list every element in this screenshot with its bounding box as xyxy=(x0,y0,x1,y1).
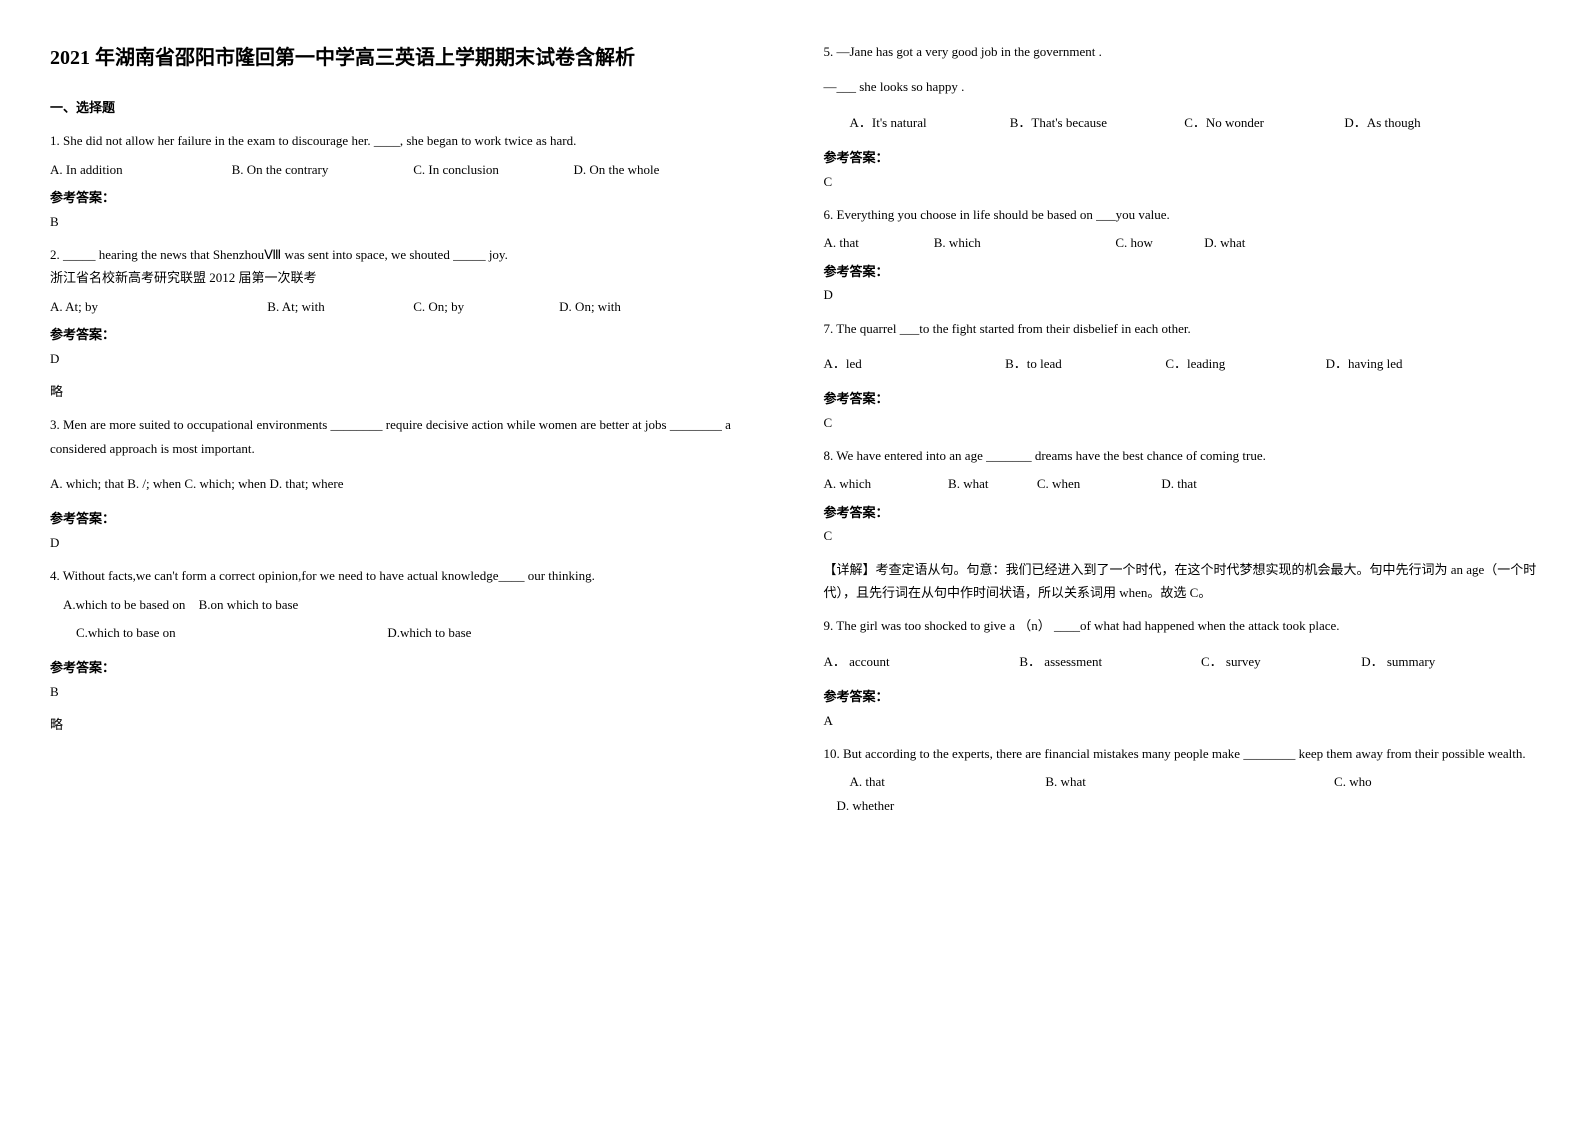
q5-text2: —___ she looks so happy . xyxy=(824,75,1538,98)
q1-optD: D. On the whole xyxy=(573,158,659,181)
q6-answer: D xyxy=(824,283,1538,306)
question-5: 5. —Jane has got a very good job in the … xyxy=(824,40,1538,193)
q7-optD: D．having led xyxy=(1326,352,1403,375)
q10-optA: A. that xyxy=(837,770,1030,793)
q6-optC: C. how xyxy=(1115,231,1201,254)
q9-optC: C． survey xyxy=(1201,650,1358,673)
q7-text: 7. The quarrel ___to the fight started f… xyxy=(824,317,1538,340)
q9-answer: A xyxy=(824,709,1538,732)
q9-optA: A． account xyxy=(824,650,1017,673)
q7-optB: B．to lead xyxy=(1005,352,1162,375)
q5-answer-label: 参考答案： xyxy=(824,146,1538,169)
q8-answer: C xyxy=(824,524,1538,547)
q4-optB: B.on which to base xyxy=(199,597,299,612)
q7-optA: A．led xyxy=(824,352,1002,375)
q2-answer: D xyxy=(50,347,764,370)
q8-text: 8. We have entered into an age _______ d… xyxy=(824,444,1538,467)
q1-optB: B. On the contrary xyxy=(232,158,410,181)
q1-answer-label: 参考答案： xyxy=(50,186,764,209)
q10-optC: C. who xyxy=(1321,770,1478,793)
q9-text: 9. The girl was too shocked to give a （n… xyxy=(824,614,1538,637)
q4-note: 略 xyxy=(50,713,764,736)
q5-optA: A．It's natural xyxy=(837,111,994,134)
q10-options: A. that B. what C. who D. whether xyxy=(824,770,1538,817)
q1-optC: C. In conclusion xyxy=(413,158,570,181)
q9-optB: B． assessment xyxy=(1019,650,1197,673)
q4-optC: C.which to base on xyxy=(63,621,384,644)
q7-optC: C．leading xyxy=(1165,352,1322,375)
q1-text: 1. She did not allow her failure in the … xyxy=(50,129,764,152)
q10-text: 10. But according to the experts, there … xyxy=(824,742,1538,765)
q8-optB: B. what xyxy=(948,472,1034,495)
question-4: 4. Without facts,we can't form a correct… xyxy=(50,564,764,736)
q1-optA: A. In addition xyxy=(50,158,228,181)
q5-optC: C．No wonder xyxy=(1171,111,1328,134)
q2-answer-label: 参考答案： xyxy=(50,323,764,346)
q3-options: A. which; that B. /; when C. which; when… xyxy=(50,472,764,495)
left-column: 2021 年湖南省邵阳市隆回第一中学高三英语上学期期末试卷含解析 一、选择题 1… xyxy=(50,40,764,827)
q2-note: 略 xyxy=(50,380,764,403)
q7-options: A．led B．to lead C．leading D．having led xyxy=(824,352,1538,375)
question-3: 3. Men are more suited to occupational e… xyxy=(50,413,764,554)
q10-optD: D. whether xyxy=(824,794,895,817)
q6-optD: D. what xyxy=(1204,231,1245,254)
q6-optA: A. that xyxy=(824,231,931,254)
question-1: 1. She did not allow her failure in the … xyxy=(50,129,764,233)
q6-text: 6. Everything you choose in life should … xyxy=(824,203,1538,226)
q2-optD: D. On; with xyxy=(559,295,621,318)
q9-options: A． account B． assessment C． survey D． su… xyxy=(824,650,1538,673)
q2-options: A. At; by B. At; with C. On; by D. On; w… xyxy=(50,295,764,318)
q4-options-row2: C.which to base on D.which to base xyxy=(50,621,764,644)
q4-optD: D.which to base xyxy=(387,625,471,640)
q5-answer: C xyxy=(824,170,1538,193)
q2-source: 浙江省名校新高考研究联盟 2012 届第一次联考 xyxy=(50,266,764,289)
q4-answer: B xyxy=(50,680,764,703)
question-7: 7. The quarrel ___to the fight started f… xyxy=(824,317,1538,435)
right-column: 5. —Jane has got a very good job in the … xyxy=(824,40,1538,827)
q1-options: A. In addition B. On the contrary C. In … xyxy=(50,158,764,181)
q9-optD: D． summary xyxy=(1361,650,1435,673)
q6-answer-label: 参考答案： xyxy=(824,260,1538,283)
q8-optA: A. which xyxy=(824,472,945,495)
q2-text-main: 2. _____ hearing the news that ShenzhouⅧ… xyxy=(50,247,508,262)
q3-answer-label: 参考答案： xyxy=(50,507,764,530)
q7-answer-label: 参考答案： xyxy=(824,387,1538,410)
question-10: 10. But according to the experts, there … xyxy=(824,742,1538,817)
q1-answer: B xyxy=(50,210,764,233)
q2-optA: A. At; by xyxy=(50,295,264,318)
q4-optA: A.which to be based on xyxy=(63,597,185,612)
q6-optB: B. which xyxy=(934,231,1112,254)
question-8: 8. We have entered into an age _______ d… xyxy=(824,444,1538,604)
q5-optB: B．That's because xyxy=(997,111,1168,134)
q9-answer-label: 参考答案： xyxy=(824,685,1538,708)
q8-options: A. which B. what C. when D. that xyxy=(824,472,1538,495)
q3-answer: D xyxy=(50,531,764,554)
question-6: 6. Everything you choose in life should … xyxy=(824,203,1538,307)
question-2: 2. _____ hearing the news that ShenzhouⅧ… xyxy=(50,243,764,403)
q3-text: 3. Men are more suited to occupational e… xyxy=(50,413,764,460)
q10-optB: B. what xyxy=(1032,770,1317,793)
q8-optC: C. when xyxy=(1037,472,1158,495)
q8-explanation: 【详解】考查定语从句。句意：我们已经进入到了一个时代，在这个时代梦想实现的机会最… xyxy=(824,558,1538,605)
section-header: 一、选择题 xyxy=(50,96,764,119)
q2-optB: B. At; with xyxy=(267,295,410,318)
q8-answer-label: 参考答案： xyxy=(824,501,1538,524)
exam-title: 2021 年湖南省邵阳市隆回第一中学高三英语上学期期末试卷含解析 xyxy=(50,40,764,76)
question-9: 9. The girl was too shocked to give a （n… xyxy=(824,614,1538,732)
q7-answer: C xyxy=(824,411,1538,434)
q5-text1: 5. —Jane has got a very good job in the … xyxy=(824,40,1538,63)
q4-text: 4. Without facts,we can't form a correct… xyxy=(50,564,764,587)
q4-options-row1: A.which to be based on B.on which to bas… xyxy=(50,593,764,616)
q4-answer-label: 参考答案： xyxy=(50,656,764,679)
q6-options: A. that B. which C. how D. what xyxy=(824,231,1538,254)
q2-text: 2. _____ hearing the news that ShenzhouⅧ… xyxy=(50,243,764,290)
q5-optD: D．As though xyxy=(1331,111,1420,134)
q2-optC: C. On; by xyxy=(413,295,556,318)
q8-optD: D. that xyxy=(1161,472,1196,495)
q5-options: A．It's natural B．That's because C．No won… xyxy=(824,111,1538,134)
exam-page: 2021 年湖南省邵阳市隆回第一中学高三英语上学期期末试卷含解析 一、选择题 1… xyxy=(50,40,1537,827)
